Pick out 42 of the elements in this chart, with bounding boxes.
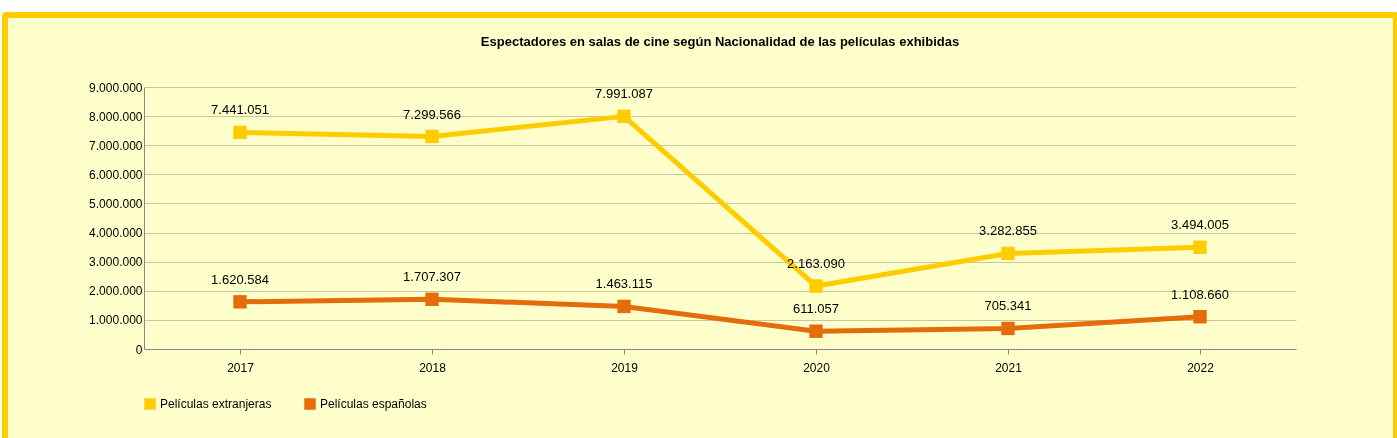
point: [425, 129, 439, 144]
y-tick-label: 1.000.000: [89, 313, 143, 328]
point: [617, 109, 631, 124]
point: [617, 299, 631, 314]
y-tick-label: 3.000.000: [89, 255, 143, 270]
data-label: 3.494.005: [1171, 217, 1229, 233]
point: [233, 295, 247, 309]
x-tick-label: 2020: [803, 360, 831, 375]
data-label: 7.441.051: [211, 102, 269, 118]
data-label: 7.299.566: [403, 106, 461, 122]
point: [1001, 321, 1015, 336]
data-label: 705.341: [984, 298, 1032, 314]
legend-label: Películas extranjeras: [160, 397, 272, 411]
chart-title: Espectadores en salas de cine según Nacionalidad de las películas exhibidas: [480, 34, 960, 49]
data-label: 3.282.855: [979, 223, 1037, 239]
data-label: 1.707.307: [403, 269, 461, 285]
x-tick-label: 2017: [227, 360, 255, 375]
x-tick-label: 2021: [995, 360, 1023, 375]
data-label: 1.108.660: [1171, 286, 1229, 302]
y-tick-label: 6.000.000: [89, 167, 143, 182]
point: [425, 292, 439, 307]
data-label: 1.620.584: [211, 271, 269, 287]
x-tick-label: 2018: [419, 360, 447, 375]
point: [809, 279, 823, 293]
y-tick-label: 9.000.000: [89, 80, 143, 95]
point: [809, 324, 823, 338]
point: [233, 125, 247, 140]
x-tick-label: 2022: [1187, 360, 1215, 375]
data-label: 1.463.115: [595, 276, 653, 292]
y-tick-label: 7.000.000: [89, 138, 143, 153]
data-label: 7.991.087: [595, 86, 653, 102]
data-label: 611.057: [792, 301, 840, 317]
x-tick-label: 2019: [611, 360, 639, 375]
y-tick-label: 5.000.000: [89, 196, 143, 211]
y-tick-label: 4.000.000: [89, 226, 143, 241]
y-tick-label: 2.000.000: [89, 284, 143, 299]
point: [1193, 310, 1207, 324]
point: [1193, 240, 1207, 254]
y-tick-label: 0: [135, 342, 143, 357]
y-tick-label: 8.000.000: [89, 109, 143, 124]
legend-label: Películas españolas: [320, 397, 427, 411]
point: [1001, 246, 1015, 261]
